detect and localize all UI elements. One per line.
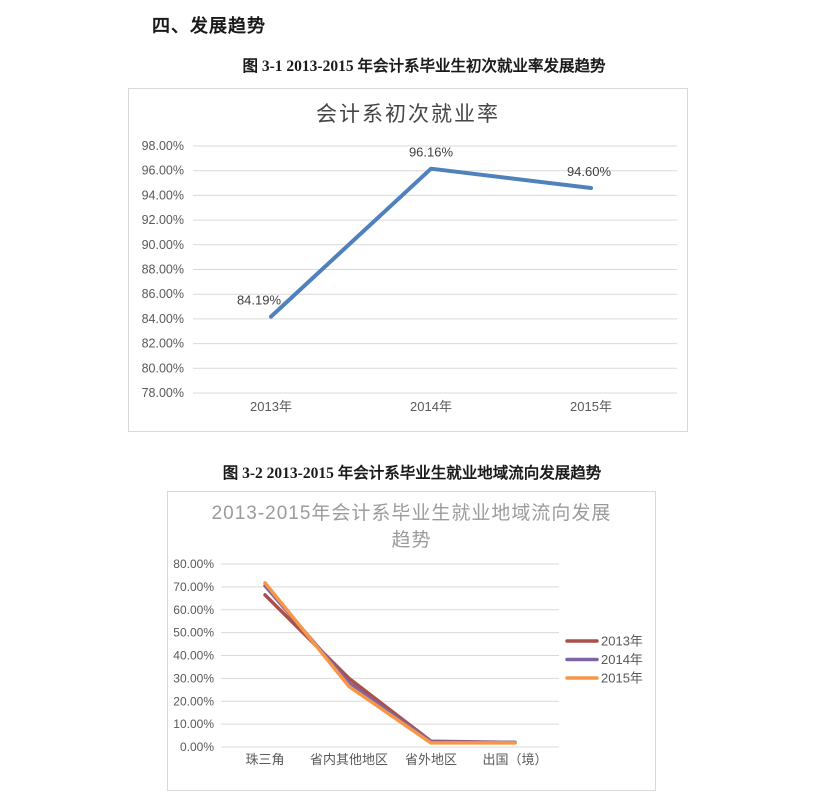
chart1-plot: 98.00% 96.00% 94.00% 92.00% 90.00% 88.00% 86.0… xyxy=(142,139,677,414)
y-tick-label: 50.00% xyxy=(173,626,214,640)
y-tick-label: 94.00% xyxy=(142,188,184,202)
y-tick-label: 90.00% xyxy=(142,238,184,252)
x-category-label: 省外地区 xyxy=(405,752,457,767)
y-tick-label: 70.00% xyxy=(173,580,214,594)
y-tick-label: 20.00% xyxy=(173,694,214,708)
y-tick-label: 10.00% xyxy=(173,717,214,731)
y-tick-label: 80.00% xyxy=(173,557,214,571)
figure2-caption: 图 3-2 2013-2015 年会计系毕业生就业地域流向发展趋势 xyxy=(222,465,602,482)
y-tick-label: 40.00% xyxy=(173,649,214,663)
y-tick-label: 82.00% xyxy=(142,337,184,351)
y-tick-label: 98.00% xyxy=(142,139,184,153)
legend-label-2013年: 2013年 xyxy=(601,634,643,649)
y-tick-label: 86.00% xyxy=(142,287,184,301)
series-line-2013年 xyxy=(263,593,517,745)
chart2-plot: 80.00% 70.00% 60.00% 50.00% 40.00% 30.00% 20.0… xyxy=(173,557,643,767)
chart1-title: 会计系初次就业率 xyxy=(316,103,500,126)
series-line-2015年 xyxy=(263,581,517,745)
x-category-label: 出国（境） xyxy=(482,752,547,767)
series-line-初次就业率 xyxy=(269,166,593,319)
legend-label-2014年: 2014年 xyxy=(601,652,643,667)
x-category-label: 2013年 xyxy=(250,399,292,414)
y-tick-label: 78.00% xyxy=(142,386,184,400)
y-tick-label: 88.00% xyxy=(142,263,184,277)
y-tick-label: 80.00% xyxy=(142,361,184,375)
figure1-caption: 图 3-1 2013-2015 年会计系毕业生初次就业率发展趋势 xyxy=(242,58,606,75)
y-tick-label: 0.00% xyxy=(180,740,214,754)
chart2-title: 2013-2015年会计系毕业生就业地域流向发展 趋势 xyxy=(168,500,655,554)
data-label: 84.19% xyxy=(237,293,282,308)
chart2-title-line1: 2013-2015年会计系毕业生就业地域流向发展 xyxy=(211,503,612,524)
y-tick-label: 84.00% xyxy=(142,312,184,326)
chart-figure-2: 2013-2015年会计系毕业生就业地域流向发展 趋势 80.00% 70.00%… xyxy=(167,491,656,791)
y-tick-label: 92.00% xyxy=(142,213,184,227)
x-category-label: 2015年 xyxy=(570,399,612,414)
section-heading: 四、发展趋势 xyxy=(152,16,266,36)
y-tick-label: 30.00% xyxy=(173,671,214,685)
chart2-title-line2: 趋势 xyxy=(391,530,432,551)
data-label: 96.16% xyxy=(409,145,454,160)
x-category-label: 省内其他地区 xyxy=(310,752,388,767)
chart-figure-1: 会计系初次就业率 98.00% 96.00% 94.00% 92.00% 90.00% 8… xyxy=(128,88,688,432)
y-tick-label: 96.00% xyxy=(142,164,184,178)
series-line-2014年 xyxy=(263,583,517,745)
x-category-label: 珠三角 xyxy=(245,752,284,767)
legend-label-2015年: 2015年 xyxy=(601,671,643,686)
x-category-label: 2014年 xyxy=(410,399,452,414)
y-tick-label: 60.00% xyxy=(173,603,214,617)
data-label: 94.60% xyxy=(567,164,612,179)
